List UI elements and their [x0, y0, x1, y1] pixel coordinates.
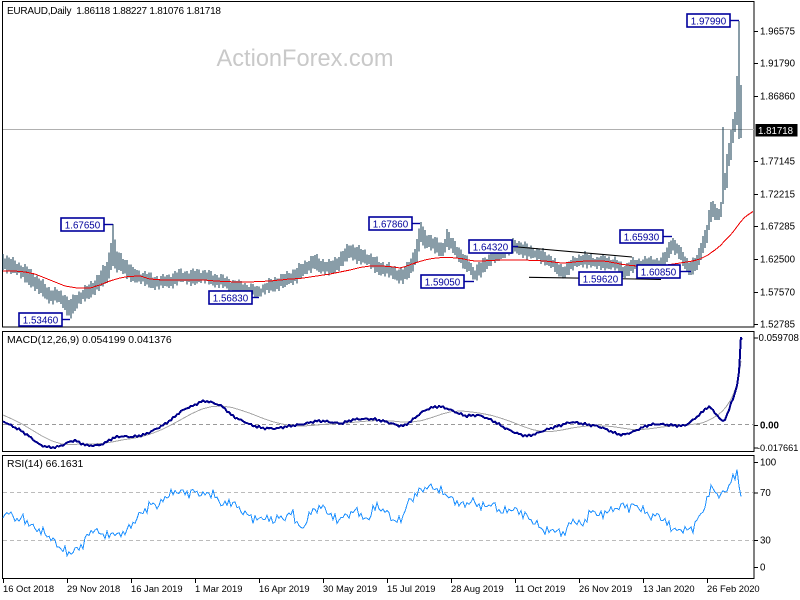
- svg-text:1.72215: 1.72215: [760, 190, 795, 201]
- svg-text:29 Nov 2018: 29 Nov 2018: [67, 583, 120, 594]
- svg-text:1.53460: 1.53460: [23, 316, 59, 327]
- svg-text:1.56830: 1.56830: [213, 294, 249, 305]
- svg-text:30 May 2019: 30 May 2019: [323, 583, 377, 594]
- svg-text:1.57570: 1.57570: [760, 288, 796, 299]
- svg-text:1.65930: 1.65930: [624, 233, 660, 244]
- svg-text:11 Oct 2019: 11 Oct 2019: [515, 583, 565, 594]
- svg-text:1.62500: 1.62500: [760, 255, 796, 266]
- svg-text:28 Aug 2019: 28 Aug 2019: [451, 583, 504, 594]
- svg-text:1.91790: 1.91790: [760, 59, 796, 70]
- svg-text:1.59050: 1.59050: [425, 278, 461, 289]
- svg-text:EURAUD,Daily 1.86118 1.88227: EURAUD,Daily 1.86118 1.88227 1.81076 1.8…: [7, 6, 221, 17]
- svg-text:MACD(12,26,9) 0.054199 0.04137: MACD(12,26,9) 0.054199 0.041376: [7, 335, 172, 346]
- svg-text:16 Oct 2018: 16 Oct 2018: [3, 583, 54, 594]
- svg-text:15 Jul 2019: 15 Jul 2019: [387, 583, 435, 594]
- svg-text:1.59620: 1.59620: [583, 275, 619, 286]
- svg-text:1.81718: 1.81718: [758, 126, 793, 137]
- svg-text:1.97990: 1.97990: [691, 17, 727, 28]
- svg-text:1.52785: 1.52785: [760, 320, 795, 331]
- svg-text:1.67860: 1.67860: [373, 220, 409, 231]
- svg-text:ActionForex.com: ActionForex.com: [216, 46, 393, 72]
- svg-text:1.64320: 1.64320: [473, 243, 509, 254]
- svg-text:1.60850: 1.60850: [641, 268, 677, 279]
- svg-text:0.00: 0.00: [760, 421, 779, 432]
- svg-text:26 Feb 2020: 26 Feb 2020: [707, 583, 760, 594]
- svg-text:1.67285: 1.67285: [760, 222, 795, 233]
- svg-text:1.96575: 1.96575: [760, 27, 795, 38]
- svg-text:1.86860: 1.86860: [760, 92, 796, 103]
- svg-text:1.77145: 1.77145: [760, 157, 795, 168]
- svg-text:0: 0: [760, 563, 766, 574]
- svg-text:100: 100: [760, 458, 777, 469]
- svg-text:16 Apr 2019: 16 Apr 2019: [259, 583, 310, 594]
- svg-text:30: 30: [760, 536, 771, 547]
- svg-text:1 Mar 2019: 1 Mar 2019: [195, 583, 242, 594]
- svg-text:26 Nov 2019: 26 Nov 2019: [579, 583, 632, 594]
- svg-text:70: 70: [760, 488, 771, 499]
- svg-text:-0.017661: -0.017661: [757, 443, 798, 453]
- svg-text:13 Jan 2020: 13 Jan 2020: [643, 583, 695, 594]
- svg-text:RSI(14) 66.1631: RSI(14) 66.1631: [7, 459, 83, 470]
- svg-text:0.059708: 0.059708: [759, 333, 799, 344]
- svg-text:1.67650: 1.67650: [65, 221, 101, 232]
- svg-text:16 Jan 2019: 16 Jan 2019: [131, 583, 183, 594]
